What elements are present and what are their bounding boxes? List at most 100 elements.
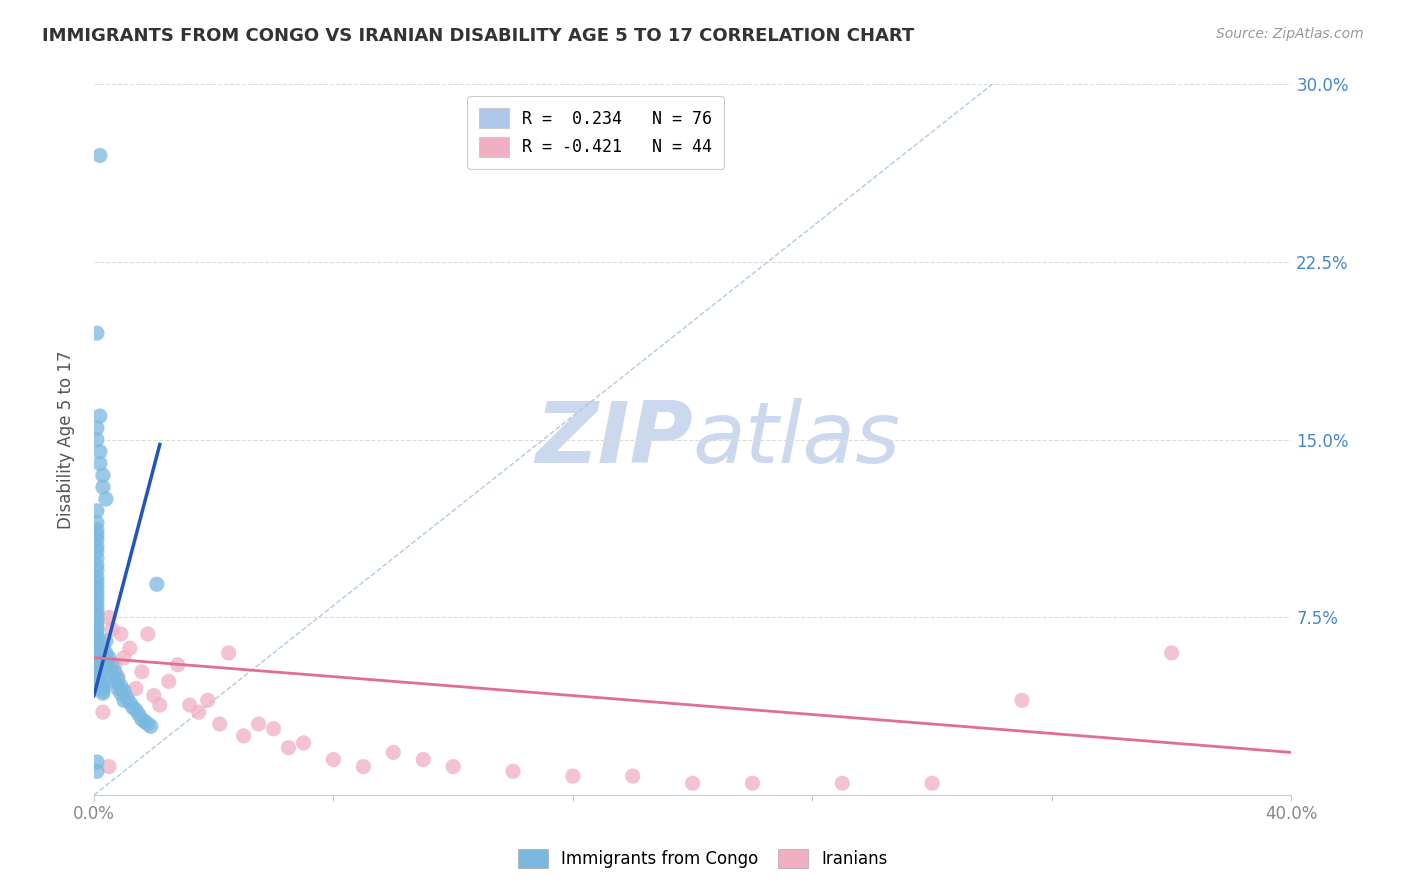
Point xyxy=(136,627,159,641)
Point xyxy=(197,693,219,707)
Point xyxy=(97,610,120,624)
Point xyxy=(110,679,132,693)
Point xyxy=(86,421,108,435)
Point xyxy=(101,657,124,672)
Point xyxy=(101,670,124,684)
Point xyxy=(86,563,108,577)
Point xyxy=(86,594,108,608)
Point xyxy=(831,776,853,790)
Point xyxy=(86,589,108,603)
Point xyxy=(134,714,156,729)
Point xyxy=(91,686,114,700)
Point xyxy=(91,679,114,693)
Point xyxy=(352,759,374,773)
Point xyxy=(112,650,135,665)
Point xyxy=(218,646,240,660)
Point xyxy=(441,759,464,773)
Point xyxy=(86,584,108,599)
Point xyxy=(89,672,111,686)
Point xyxy=(86,613,108,627)
Point xyxy=(142,689,165,703)
Point xyxy=(166,657,188,672)
Point xyxy=(741,776,763,790)
Point xyxy=(131,712,153,726)
Point xyxy=(232,729,254,743)
Point xyxy=(89,444,111,458)
Point xyxy=(247,717,270,731)
Point xyxy=(86,433,108,447)
Point xyxy=(277,740,299,755)
Point xyxy=(86,632,108,646)
Point xyxy=(1011,693,1033,707)
Point xyxy=(86,646,108,660)
Point xyxy=(157,674,180,689)
Point xyxy=(104,657,127,672)
Point xyxy=(146,577,169,591)
Point xyxy=(128,707,150,722)
Point xyxy=(179,698,201,712)
Point xyxy=(86,580,108,594)
Point xyxy=(91,480,114,494)
Point xyxy=(382,746,405,760)
Point xyxy=(149,698,172,712)
Text: IMMIGRANTS FROM CONGO VS IRANIAN DISABILITY AGE 5 TO 17 CORRELATION CHART: IMMIGRANTS FROM CONGO VS IRANIAN DISABIL… xyxy=(42,27,914,45)
Point xyxy=(91,705,114,719)
Point xyxy=(89,670,111,684)
Point xyxy=(86,650,108,665)
Point xyxy=(86,622,108,636)
Point xyxy=(292,736,315,750)
Point xyxy=(86,617,108,632)
Point xyxy=(94,491,117,506)
Point xyxy=(86,570,108,584)
Point xyxy=(112,693,135,707)
Point xyxy=(139,719,162,733)
Text: atlas: atlas xyxy=(693,398,901,482)
Point xyxy=(125,703,148,717)
Point xyxy=(86,656,108,670)
Point xyxy=(131,665,153,679)
Point xyxy=(86,636,108,650)
Point xyxy=(89,148,111,162)
Point xyxy=(86,764,108,779)
Point xyxy=(86,539,108,553)
Point xyxy=(86,660,108,674)
Point xyxy=(94,634,117,648)
Point xyxy=(97,650,120,665)
Point xyxy=(1160,646,1182,660)
Point xyxy=(107,681,129,696)
Point xyxy=(121,700,143,714)
Point xyxy=(118,696,141,710)
Point xyxy=(97,663,120,677)
Point xyxy=(91,683,114,698)
Point xyxy=(322,752,344,766)
Point xyxy=(91,641,114,656)
Point xyxy=(86,523,108,537)
Point xyxy=(110,686,132,700)
Point xyxy=(263,722,285,736)
Legend: Immigrants from Congo, Iranians: Immigrants from Congo, Iranians xyxy=(512,843,894,875)
Point xyxy=(621,769,644,783)
Point xyxy=(112,683,135,698)
Point xyxy=(86,533,108,547)
Text: Source: ZipAtlas.com: Source: ZipAtlas.com xyxy=(1216,27,1364,41)
Point xyxy=(107,670,129,684)
Point xyxy=(86,608,108,623)
Point xyxy=(86,574,108,589)
Point xyxy=(91,468,114,483)
Point xyxy=(110,627,132,641)
Point xyxy=(89,634,111,648)
Y-axis label: Disability Age 5 to 17: Disability Age 5 to 17 xyxy=(58,351,75,529)
Point xyxy=(86,603,108,617)
Point xyxy=(86,641,108,656)
Point xyxy=(86,516,108,530)
Point xyxy=(86,527,108,541)
Point xyxy=(921,776,943,790)
Point xyxy=(412,752,434,766)
Point xyxy=(136,717,159,731)
Text: ZIP: ZIP xyxy=(536,398,693,482)
Point xyxy=(682,776,704,790)
Point xyxy=(86,627,108,641)
Point xyxy=(89,674,111,689)
Point xyxy=(104,674,127,689)
Point xyxy=(86,558,108,573)
